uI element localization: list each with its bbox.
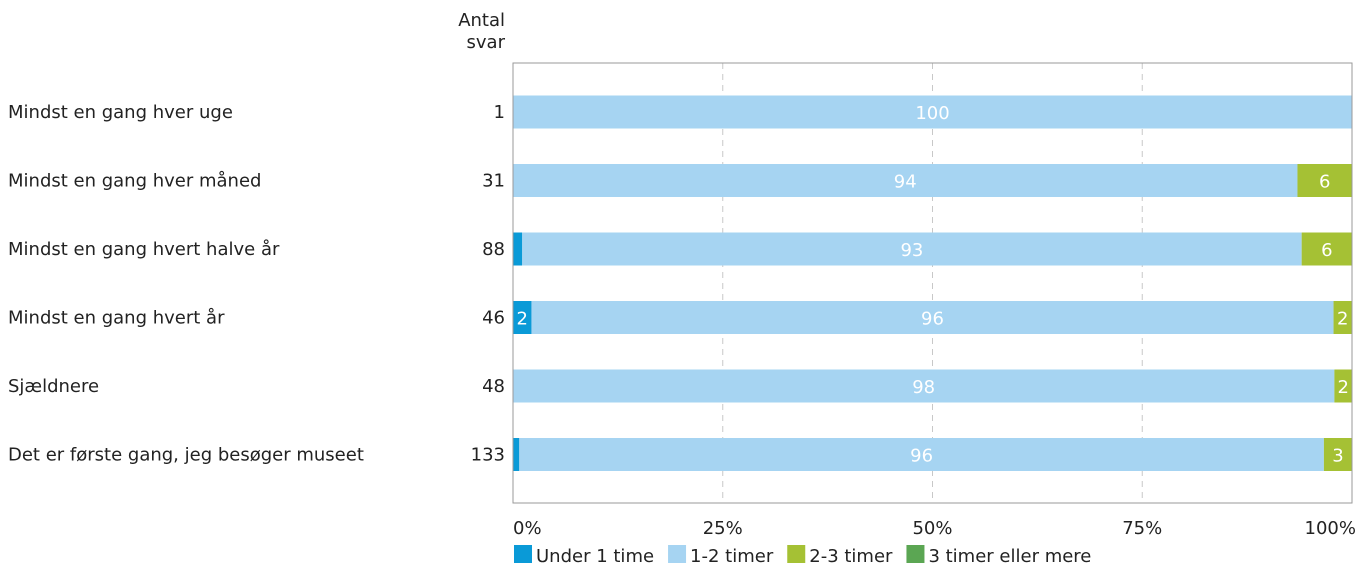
bar-row: Mindst en gang hvert halve år 88 93 6 [8, 232, 1352, 266]
legend-swatch [906, 545, 925, 563]
bar-segment [513, 95, 1352, 129]
bar-row: Det er første gang, jeg besøger museet 13… [8, 438, 1352, 471]
bar-value-label: 2 [517, 309, 528, 330]
legend-item: 3 timer eller mere [906, 545, 1091, 567]
legend-swatch [787, 545, 806, 563]
legend-swatch [668, 545, 687, 563]
bar-segment [531, 301, 1334, 334]
legend-item: 2-3 timer [787, 545, 893, 567]
bar-value-label: 3 [1332, 446, 1343, 467]
bar-segment [513, 232, 523, 266]
bar-segment [522, 232, 1302, 266]
bar-segment [1323, 438, 1352, 471]
legend-item: Under 1 time [514, 545, 654, 567]
bar-value-label: 93 [900, 240, 923, 261]
row-count: 1 [494, 102, 505, 123]
legend-label: Under 1 time [536, 546, 654, 567]
bar-segment [1334, 369, 1352, 403]
x-axis-ticks: 0% 25% 50% 75% 100% [513, 518, 1356, 539]
x-tick-label: 100% [1305, 518, 1356, 539]
bar-value-label: 2 [1337, 309, 1348, 330]
bar-value-label: 96 [910, 446, 933, 467]
bar-row: Mindst en gang hvert år 46 2 96 2 [8, 301, 1352, 334]
bar-segment [1333, 301, 1352, 334]
x-tick-label: 25% [703, 518, 743, 539]
bar-segment [513, 438, 520, 471]
legend-label: 1-2 timer [690, 546, 774, 567]
count-header-line: svar [467, 32, 506, 53]
row-label: Mindst en gang hvert halve år [8, 239, 280, 260]
bar-row: Sjældnere 48 98 2 [8, 369, 1352, 403]
bar-value-label: 100 [915, 103, 949, 124]
bar-value-label: 2 [1337, 377, 1348, 398]
legend: Under 1 time 1-2 timer 2-3 timer 3 timer el… [514, 545, 1091, 567]
row-count: 48 [482, 376, 505, 397]
bar-segment [513, 164, 1298, 197]
bar-value-label: 6 [1321, 240, 1332, 261]
row-label: Sjældnere [8, 376, 99, 397]
row-label: Mindst en gang hver måned [8, 171, 261, 192]
bar-row: Mindst en gang hver måned 31 94 6 [8, 164, 1352, 197]
bar-row: Mindst en gang hver uge 1 100 [8, 95, 1352, 129]
x-tick-label: 50% [912, 518, 952, 539]
row-count: 88 [482, 239, 505, 260]
row-label: Mindst en gang hver uge [8, 102, 233, 123]
bar-value-label: 96 [921, 309, 944, 330]
row-count: 133 [471, 445, 505, 466]
row-label: Det er første gang, jeg besøger museet [8, 445, 364, 466]
x-tick-label: 0% [513, 518, 542, 539]
legend-label: 3 timer eller mere [928, 546, 1091, 567]
row-count: 31 [482, 171, 505, 192]
row-label: Mindst en gang hvert år [8, 308, 225, 329]
bar-value-label: 6 [1319, 172, 1330, 193]
count-header-line: Antal [458, 10, 505, 31]
legend-label: 2-3 timer [809, 546, 893, 567]
bar-value-label: 98 [912, 377, 935, 398]
x-tick-label: 75% [1122, 518, 1162, 539]
bar-segment [519, 438, 1324, 471]
gridlines [722, 63, 1143, 503]
bar-segment [513, 301, 532, 334]
plot-frame [512, 62, 1353, 504]
legend-swatch [514, 545, 532, 563]
bar-segment [1301, 232, 1352, 266]
row-count: 46 [482, 308, 505, 329]
bar-value-label: 94 [894, 172, 917, 193]
legend-item: 1-2 timer [668, 545, 774, 567]
bar-segment [1297, 164, 1352, 197]
bar-segment [513, 369, 1335, 403]
